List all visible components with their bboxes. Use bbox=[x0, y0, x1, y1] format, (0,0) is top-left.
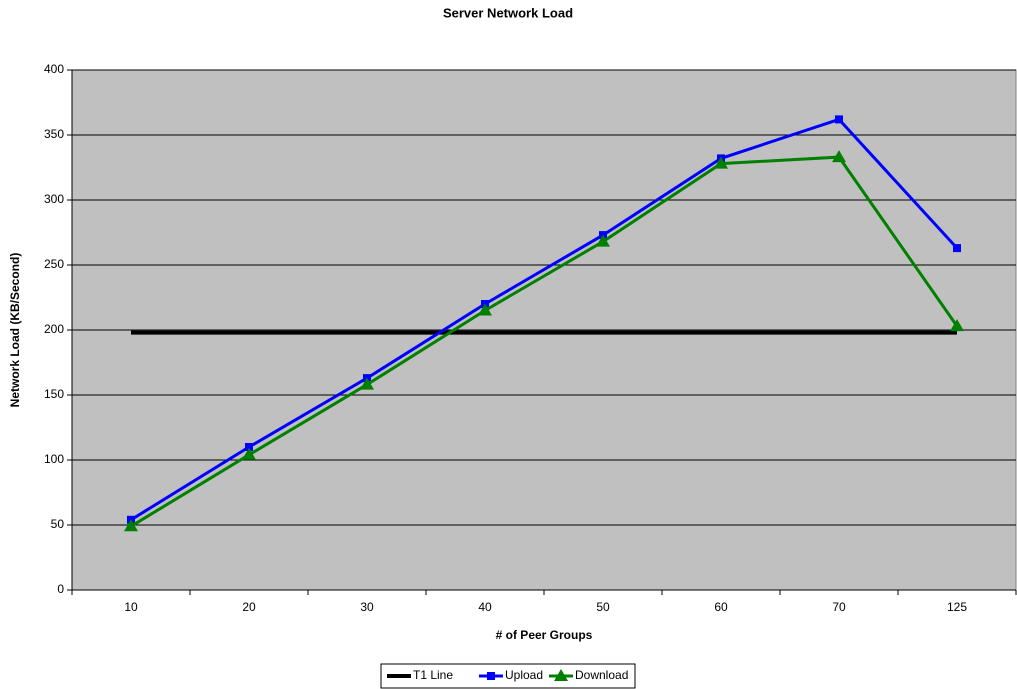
x-tick-label: 50 bbox=[596, 600, 610, 614]
data-point bbox=[596, 234, 610, 247]
data-point bbox=[242, 447, 256, 460]
legend-marker bbox=[554, 669, 568, 681]
legend: T1 Line Upload Download bbox=[380, 663, 636, 689]
x-axis-label: # of Peer Groups bbox=[496, 628, 593, 642]
series-line bbox=[130, 155, 959, 528]
legend-label: Upload bbox=[505, 668, 543, 682]
y-axis-label: Network Load (KB/Second) bbox=[8, 253, 22, 408]
chart-title: Server Network Load bbox=[443, 5, 573, 20]
y-tick-label: 100 bbox=[44, 452, 64, 466]
x-tick-label: 20 bbox=[242, 600, 256, 614]
legend-box bbox=[380, 663, 636, 689]
x-tick-label: 70 bbox=[832, 600, 846, 614]
data-point bbox=[835, 115, 843, 124]
y-tick-label: 300 bbox=[44, 192, 64, 206]
y-tick-label: 250 bbox=[44, 257, 64, 271]
legend-marker bbox=[487, 672, 495, 680]
data-point bbox=[953, 244, 961, 253]
y-tick-label: 200 bbox=[44, 322, 64, 336]
legend-label: T1 Line bbox=[413, 668, 453, 682]
data-point bbox=[478, 303, 492, 316]
y-tick-label: 150 bbox=[44, 387, 64, 401]
x-tick-label: 60 bbox=[714, 600, 728, 614]
y-tick-label: 400 bbox=[44, 62, 64, 76]
data-point bbox=[124, 519, 138, 532]
data-point bbox=[360, 377, 374, 390]
y-tick-label: 50 bbox=[51, 517, 65, 531]
data-point bbox=[245, 443, 253, 451]
x-tick-label: 30 bbox=[360, 600, 374, 614]
data-point bbox=[714, 156, 728, 169]
y-tick-label: 350 bbox=[44, 127, 64, 141]
x-tick-label: 10 bbox=[124, 600, 138, 614]
x-tick-label: 40 bbox=[478, 600, 492, 614]
x-tick-label: 125 bbox=[947, 600, 967, 614]
series-line bbox=[130, 117, 959, 522]
data-point bbox=[950, 319, 964, 332]
legend-label: Download bbox=[575, 668, 628, 682]
data-point bbox=[832, 150, 846, 163]
y-tick-label: 0 bbox=[57, 582, 64, 596]
